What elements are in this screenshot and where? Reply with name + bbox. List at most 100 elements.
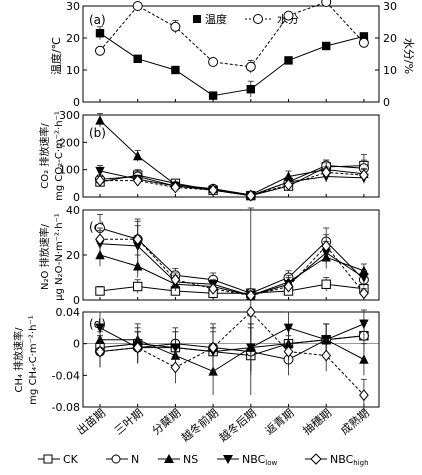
panel-d-ns-line [100,339,365,372]
x-category-labels: 出苗期 三叶期 分蘖期 越冬前期 越冬后期 返青期 抽穗期 成熟期 [74,406,372,445]
panel-b-nbc-high-point [132,174,143,187]
legend-n-marker [111,454,121,464]
panel-a-y2tick-label: 10 [383,64,397,77]
panel-d-nbc-high-point [170,361,181,374]
panel-b-ns-line [99,120,364,196]
panel-a-moisture-point [95,45,105,56]
panel-a-ytick-label: 10 [66,64,80,77]
bottom-legend: CK N NS NBClow NBChigh [38,453,369,467]
panel-d-ylabel-unit: mg CH₄-C·m⁻²·h⁻¹ [28,315,39,404]
legend-n-label: N [131,453,139,466]
panel-a-ytick-label: 20 [66,32,80,45]
panel-a-y2tick-label: 30 [383,0,397,13]
panel-c-nbc-high-point [208,282,218,295]
panel-a-moisture-point [132,1,143,11]
panel-d-nbc-low-point [246,343,256,353]
x-label-6: 抽穗期 [300,406,334,438]
panel-b: (b) CO₂ 排放速率/ mg CO₂-C·m⁻²·h⁻¹ [38,111,380,201]
panel-b-nbc-high-point [245,189,256,202]
panel-b-ytick-label: 0 [73,191,80,204]
panel-b-nbc-high-line [100,171,364,197]
panel-a-legend: 温度 水分 [193,12,299,26]
panel-d-ylabel: CH₄ 排放速率/ [12,327,25,393]
panel-d-ns-point [359,354,369,364]
panel-b-ytick-label: 100 [59,164,80,177]
x-label-2: 分蘖期 [149,406,183,438]
panel-a-temperature-point [171,65,180,75]
panel-b-nbc-high-point [321,166,332,179]
panel-a-moisture-point [170,21,181,32]
panel-c-nbc-high-line [100,238,365,297]
panel-a-y2tick-label: 20 [383,32,397,45]
legend-temperature-label: 温度 [205,12,227,26]
panel-b-nbc-high-point [359,169,369,182]
panel-d-nbc-high-point [283,345,294,358]
x-label-3: 越冬前期 [178,406,221,445]
panel-b-ylabel: CO₂ 排放速率/ [38,123,51,189]
x-label-4: 越冬后期 [216,406,259,445]
panel-a-ytick-label: 30 [66,0,80,13]
panel-d-nbc-high-point [245,306,256,318]
x-label-1: 三叶期 [112,406,146,437]
panel-d-nbc-high-point [321,349,332,362]
x-label-5: 返青期 [263,406,297,437]
panel-b-nbc-high-point [95,174,105,187]
panel-a-temperature-point [133,54,142,63]
panel-a-y2tick-label: 0 [383,96,390,109]
panel-a-label: (a) [89,13,106,27]
panel-c-ck-line [99,283,364,294]
panel-c-nbc-low-point [359,273,369,283]
panel-c-ck-point [321,279,331,289]
panel-d-ytick-label: 0.04 [56,306,81,319]
panel-a-moisture-line [99,1,365,68]
panel-c-ytick-label: 0 [73,294,80,307]
panel-d-nbc-low-point [170,343,181,353]
panel-d-nbc-low-point [95,323,105,334]
panel-b-label: (b) [89,126,106,140]
panel-a-moisture-point [283,10,294,21]
legend-nbc-high-label: NBChigh [330,453,369,467]
panel-c-nbc-high-point [283,280,294,293]
panel-c-ns-point [359,265,369,275]
panel-a-temperature-point [95,29,105,38]
panel-d-frame [82,311,380,408]
panel-a-temperature-point [208,91,218,100]
panel-c-nbc-high-point [359,287,369,300]
panel-c-nbc-high-point [95,233,105,246]
panel-a-ytick-label: 0 [73,96,80,109]
panel-d-nbc-low-point [283,323,294,334]
legend-ns-label: NS [183,453,198,466]
legend-moisture-marker [253,14,263,24]
panel-c-ck-point [95,286,105,296]
legend-ck-marker [43,454,53,464]
panel-a-temperature-point [246,85,255,94]
panel-c-ylabel-unit: μg N₂O-N·m⁻²·h⁻¹ [54,213,65,301]
panel-c-nbc-high-point [132,233,143,246]
panel-a-moisture-point [358,37,369,48]
panel-a-moisture-point [321,0,332,7]
legend-nbc-low-label: NBClow [242,453,277,467]
panel-a-moisture-point [208,57,219,67]
panel-a-y2label: 水分/% [402,38,415,74]
legend-ck-label: CK [63,453,79,466]
panel-c-nbc-low-line [99,243,365,297]
panel-b-ytick-label: 300 [59,109,80,122]
panel-b-frame [82,114,380,198]
panel-a-frame [82,5,380,103]
panel-c-nbc-high-point [321,240,332,252]
panel-b-nbc-high-point [208,184,218,197]
panel-c-ytick-label: 40 [66,204,80,217]
panel-b-ytick-label: 200 [59,136,80,149]
panel-b-nbc-low-point [95,166,105,177]
panel-d-nbc-high-point [208,341,218,354]
panel-a: (a) 温度 水分 温度/℃ 水分/% [49,5,415,103]
panel-c-ck-point [133,281,143,292]
panel-b-ns-point [133,150,143,161]
legend-nbc-low-marker [223,455,233,464]
panel-d-ytick-label: -0.04 [52,369,80,382]
panel-a-temperature-line [99,32,365,97]
legend-temperature-marker [193,15,201,23]
panel-d-nbc-high-point [132,341,143,354]
